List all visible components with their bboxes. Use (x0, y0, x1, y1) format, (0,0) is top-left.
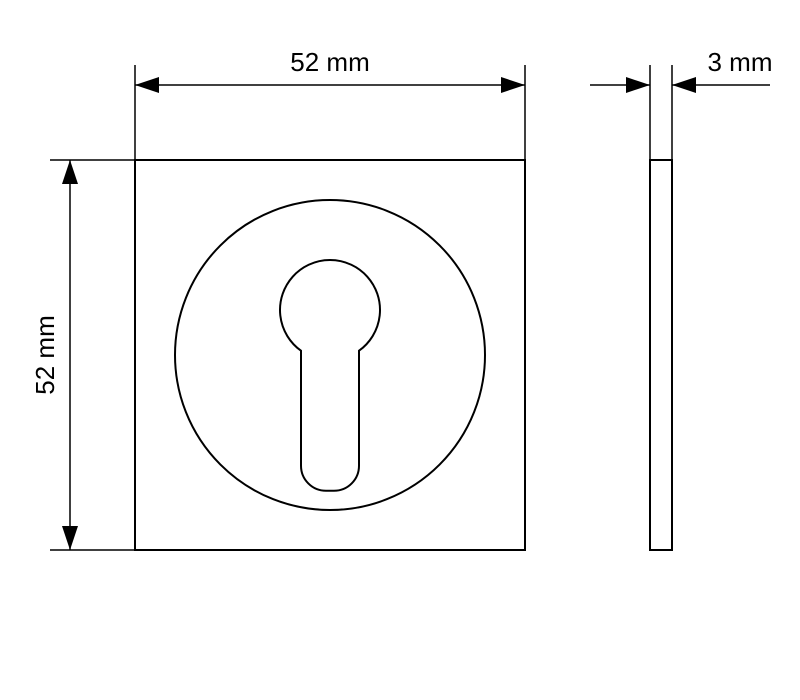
escutcheon-ring (175, 200, 485, 510)
dim-height-label: 52 mm (30, 315, 60, 394)
keyhole-icon (280, 260, 380, 491)
dim-width-label: 52 mm (290, 47, 369, 77)
dim-thick-label: 3 mm (708, 47, 773, 77)
side-profile (650, 160, 672, 550)
